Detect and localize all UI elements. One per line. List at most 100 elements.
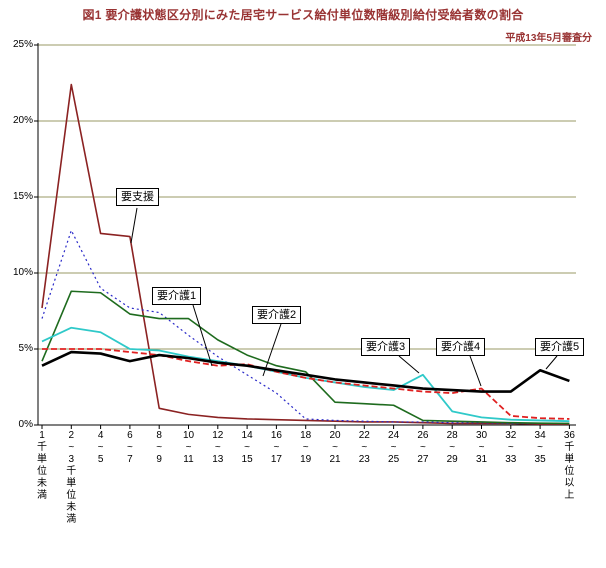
- x-axis-label-char: 35: [534, 454, 546, 465]
- series-line-要介護5: [41, 350, 570, 393]
- x-axis-label-char: 29: [446, 454, 458, 465]
- x-axis-label-char: ~: [478, 442, 485, 453]
- x-axis-label-char: 13: [212, 454, 224, 465]
- x-axis-label-char: 17: [270, 454, 282, 465]
- x-axis-label-char: 未: [37, 478, 47, 489]
- x-axis-label-char: 15: [241, 454, 253, 465]
- x-axis-label-char: 位: [66, 490, 77, 501]
- x-axis-label: 36 千単位以上: [558, 430, 580, 502]
- x-axis-label-char: ~: [390, 442, 397, 453]
- x-axis-label-char: ~: [449, 442, 456, 453]
- chart-subtitle: 平成13年5月審査分: [505, 33, 592, 44]
- x-axis-label-char: ~: [156, 442, 163, 453]
- y-axis-label: 5%: [18, 343, 33, 354]
- callout-leader-line: [398, 355, 420, 374]
- x-axis-label-char: 以: [564, 478, 575, 489]
- x-axis-label-char: ~: [419, 442, 426, 453]
- x-axis-label-char: 12: [212, 430, 224, 441]
- series-line-要介護4: [42, 348, 570, 420]
- x-axis-label: 10 ~11: [178, 430, 200, 466]
- x-axis-label: 22 ~23: [353, 430, 375, 466]
- chart-title: 図1 要介護状態区分別にみた居宅サービス給付単位数階級別給付受給者数の割合: [82, 8, 524, 22]
- x-axis-label: 26 ~27: [412, 430, 434, 466]
- x-axis-label-char: 27: [417, 454, 429, 465]
- x-axis-label-char: 23: [358, 454, 370, 465]
- x-axis-label-char: ~: [273, 442, 280, 453]
- series-line-要介護1: [41, 229, 570, 425]
- callout-leader-line: [130, 207, 138, 244]
- x-axis-label: 24 ~25: [383, 430, 405, 466]
- x-axis-label-char: 33: [505, 454, 517, 465]
- x-axis-label-char: 36: [563, 430, 575, 441]
- x-axis-label-char: 16: [270, 430, 282, 441]
- x-axis-label-char: 単: [66, 478, 77, 489]
- x-axis-label-char: ~: [97, 442, 104, 453]
- x-axis-label-char: 21: [329, 454, 341, 465]
- x-axis-label: 8 ~9: [148, 430, 170, 466]
- x-axis-label: 12 ~13: [207, 430, 229, 466]
- x-axis-label: 28 ~29: [441, 430, 463, 466]
- x-axis-label-char: 千: [66, 466, 77, 477]
- x-axis-label: 6 ~7: [119, 430, 141, 466]
- x-axis-label-char: 28: [446, 430, 458, 441]
- x-axis-label-char: 25: [388, 454, 400, 465]
- x-axis-label-char: 10: [182, 430, 195, 441]
- x-axis-label-char: 32: [505, 430, 517, 441]
- x-axis-label-char: 20: [329, 430, 341, 441]
- x-axis-label-char: ~: [361, 442, 368, 453]
- y-axis-label: 15%: [12, 191, 33, 202]
- x-axis-label-char: ~: [214, 442, 221, 453]
- series-callout-要介護2: 要介護2: [252, 306, 302, 324]
- x-axis-label-char: 2: [68, 430, 75, 441]
- x-axis-label-char: 8: [156, 430, 162, 441]
- x-axis-label-char: 22: [358, 430, 370, 441]
- series-callout-要介護4: 要介護4: [436, 338, 486, 356]
- x-axis-label-char: 上: [564, 490, 575, 501]
- y-axis-label: 25%: [12, 39, 33, 50]
- series-callout-要介護5: 要介護5: [535, 338, 585, 356]
- y-axis-label: 10%: [12, 267, 33, 278]
- x-axis-label-char: 31: [475, 454, 488, 465]
- x-axis-label-char: 3: [68, 454, 75, 465]
- x-axis-label-char: 7: [127, 454, 133, 465]
- callout-leader-line: [262, 323, 282, 377]
- x-axis-label: 16 ~17: [265, 430, 287, 466]
- x-axis-label-char: ~: [244, 442, 251, 453]
- x-axis-label-char: ~: [68, 442, 75, 453]
- series-callout-要介護1: 要介護1: [152, 287, 202, 305]
- callout-leader-line: [469, 355, 482, 387]
- x-axis-label: 20 ~21: [324, 430, 346, 466]
- x-axis-label-char: ~: [507, 442, 514, 453]
- x-axis-label: 30 ~31: [471, 430, 493, 466]
- x-axis-label: 4 ~5: [90, 430, 112, 466]
- x-axis-label-char: 26: [417, 430, 429, 441]
- x-axis-label-char: 4: [97, 430, 104, 441]
- x-axis-label: 14 ~15: [236, 430, 258, 466]
- x-axis-label-char: 単: [37, 454, 47, 465]
- series-line-要支援: [41, 83, 570, 426]
- x-axis-label-char: 30: [475, 430, 488, 441]
- y-axis-label: 20%: [12, 115, 33, 126]
- y-axis-label: 0%: [18, 419, 33, 430]
- x-axis-label-char: 24: [388, 430, 400, 441]
- series-callout-要介護3: 要介護3: [361, 338, 411, 356]
- x-axis-label-char: 5: [97, 454, 104, 465]
- callout-leader-line: [192, 304, 213, 367]
- x-axis-label: 32 ~33: [500, 430, 522, 466]
- x-axis-label-char: 1: [39, 430, 45, 441]
- x-axis-label-char: ~: [126, 442, 133, 453]
- x-axis-label-char: 未: [66, 502, 77, 513]
- x-axis-label-char: ~: [537, 442, 544, 453]
- x-axis-label-char: ~: [332, 442, 338, 453]
- x-axis-label-char: 満: [37, 490, 47, 501]
- x-axis-label-char: 単: [564, 454, 575, 465]
- x-axis-label: 18 ~19: [295, 430, 317, 466]
- x-axis-label-char: 位: [564, 466, 575, 477]
- x-axis-label-char: 千: [37, 442, 47, 453]
- x-axis-label: 2 ~3 千単位未満: [60, 430, 82, 526]
- x-axis-label-char: 位: [37, 466, 47, 477]
- x-axis-label-char: 11: [183, 454, 194, 465]
- x-axis-label-char: 14: [241, 430, 253, 441]
